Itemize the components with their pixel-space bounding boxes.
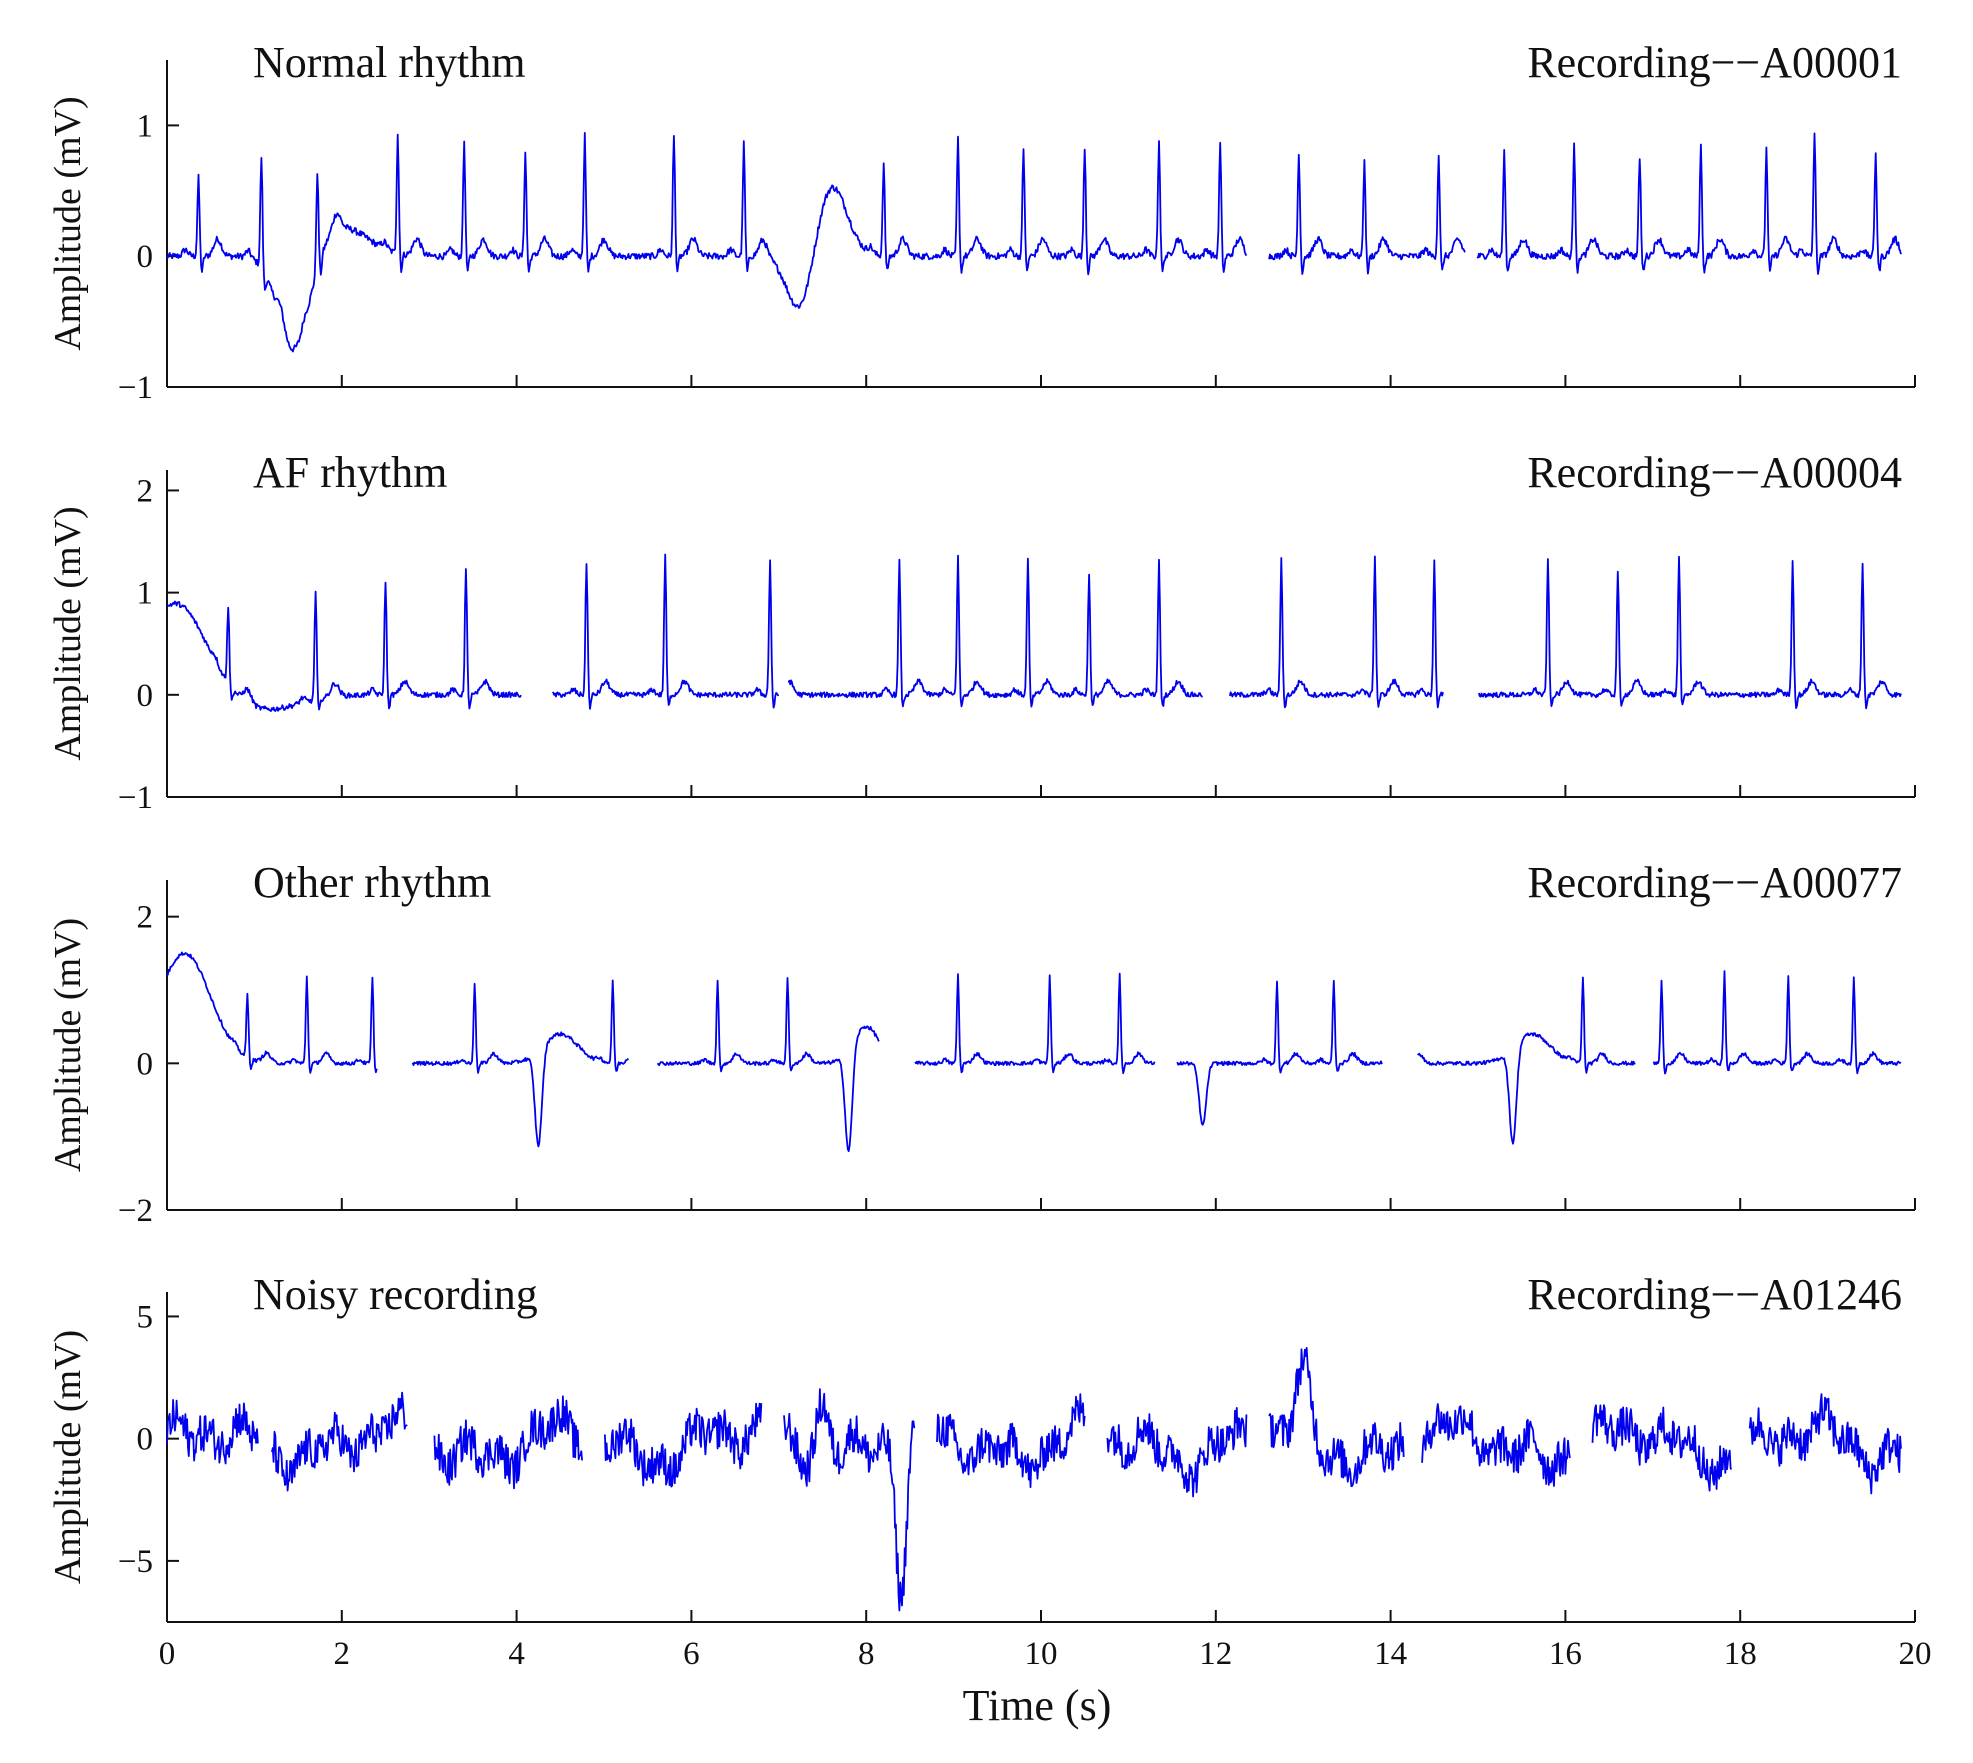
ecg-trace-segment xyxy=(1417,976,1636,1145)
ecg-trace-segment xyxy=(657,977,880,1153)
ecg-trace-segment xyxy=(411,979,629,1148)
ecg-trace-segment xyxy=(166,1399,259,1465)
recording-id: Recording−−A01246 xyxy=(1527,1270,1902,1319)
y-tick-label: 0 xyxy=(137,1422,154,1458)
ecg-trace-segment xyxy=(166,568,522,712)
recording-id: Recording−−A00004 xyxy=(1527,448,1902,497)
x-tick-label: 14 xyxy=(1374,1636,1407,1672)
ecg-trace-segment xyxy=(936,1393,1086,1489)
ecg-trace-segment xyxy=(914,972,1156,1075)
y-tick-label: −5 xyxy=(118,1544,153,1580)
x-tick-label: 12 xyxy=(1199,1636,1232,1672)
y-tick-label: 1 xyxy=(137,108,154,144)
x-tick-label: 6 xyxy=(683,1636,700,1672)
ecg-trace-segment xyxy=(783,1388,916,1612)
ecg-trace-segment xyxy=(1228,555,1444,709)
ecg-trace-segment xyxy=(166,132,1248,353)
ecg-trace-segment xyxy=(1652,970,1902,1075)
x-tick-label: 18 xyxy=(1724,1636,1757,1672)
y-tick-label: 2 xyxy=(137,900,154,936)
y-axis-title: Amplitude (mV) xyxy=(47,506,89,760)
x-tick-label: 4 xyxy=(508,1636,525,1672)
ecg-trace-segment xyxy=(271,1391,408,1492)
ecg-trace-segment xyxy=(1591,1404,1733,1492)
x-tick-label: 8 xyxy=(858,1636,875,1672)
y-tick-label: 2 xyxy=(137,473,154,509)
y-axis-title: Amplitude (mV) xyxy=(47,96,89,350)
ecg-trace-segment xyxy=(1476,132,1902,275)
ecg-trace-segment xyxy=(1268,1347,1405,1488)
panel-2: 2 1 0 −1 Amplitude (mV) AF rhythm Recording−−A… xyxy=(47,448,1916,816)
x-tick-label: 20 xyxy=(1899,1636,1932,1672)
x-tick-label: 0 xyxy=(159,1636,176,1672)
y-axis-title: Amplitude (mV) xyxy=(47,918,89,1172)
ecg-trace-segment xyxy=(604,1402,763,1488)
x-tick-label: 2 xyxy=(334,1636,351,1672)
ecg-trace-segment xyxy=(1421,1403,1571,1487)
y-tick-label: −2 xyxy=(118,1193,153,1229)
y-tick-label: −1 xyxy=(118,370,153,406)
ecg-trace-segment xyxy=(1106,1407,1248,1498)
ecg-trace-segment xyxy=(433,1395,583,1490)
recording-id: Recording−−A00077 xyxy=(1527,858,1902,907)
x-tick-label: 16 xyxy=(1549,1636,1582,1672)
panel-title: Noisy recording xyxy=(253,1270,538,1319)
recording-id: Recording−−A00001 xyxy=(1527,38,1902,87)
y-tick-label: 0 xyxy=(137,678,154,714)
panel-title: Normal rhythm xyxy=(253,38,526,87)
y-tick-label: 0 xyxy=(137,239,154,275)
panel-1: 1 0 −1 Amplitude (mV) Normal rhythm Recording… xyxy=(47,38,1916,406)
y-tick-label: 1 xyxy=(137,576,154,612)
ecg-trace-segment xyxy=(1268,153,1466,275)
ecg-trace-segment xyxy=(1748,1393,1902,1495)
y-axis-title: Amplitude (mV) xyxy=(47,1330,89,1584)
ecg-trace-segment xyxy=(166,951,378,1074)
panel-title: Other rhythm xyxy=(253,858,491,907)
y-tick-label: 5 xyxy=(137,1299,154,1335)
x-axis-title: Time (s) xyxy=(963,1681,1112,1730)
ecg-trace-segment xyxy=(552,553,779,710)
ecg-trace-segment xyxy=(787,554,1203,708)
ecg-trace-segment xyxy=(1176,979,1383,1126)
panel-4: 5 0 −5 0 2 4 6 8 10 12 14 16 18 20 Amplitude (mV) Noisy… xyxy=(47,1270,1932,1672)
panel-3: 2 0 −2 Amplitude (mV) Other rhythm Recording−… xyxy=(47,858,1916,1229)
y-tick-label: 0 xyxy=(137,1046,154,1082)
panel-title: AF rhythm xyxy=(253,448,447,497)
y-tick-label: −1 xyxy=(118,780,153,816)
x-tick-label: 10 xyxy=(1025,1636,1058,1672)
ecg-trace-segment xyxy=(1478,555,1902,710)
